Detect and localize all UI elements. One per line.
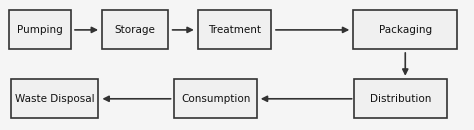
FancyBboxPatch shape <box>102 10 168 49</box>
Text: Storage: Storage <box>115 25 155 35</box>
FancyBboxPatch shape <box>198 10 271 49</box>
Text: Packaging: Packaging <box>379 25 432 35</box>
Text: Waste Disposal: Waste Disposal <box>15 94 94 104</box>
Text: Distribution: Distribution <box>370 94 431 104</box>
FancyBboxPatch shape <box>354 79 447 118</box>
Text: Pumping: Pumping <box>18 25 63 35</box>
FancyBboxPatch shape <box>9 10 71 49</box>
Text: Treatment: Treatment <box>208 25 261 35</box>
FancyBboxPatch shape <box>353 10 457 49</box>
FancyBboxPatch shape <box>174 79 257 118</box>
Text: Consumption: Consumption <box>181 94 250 104</box>
FancyBboxPatch shape <box>11 79 99 118</box>
